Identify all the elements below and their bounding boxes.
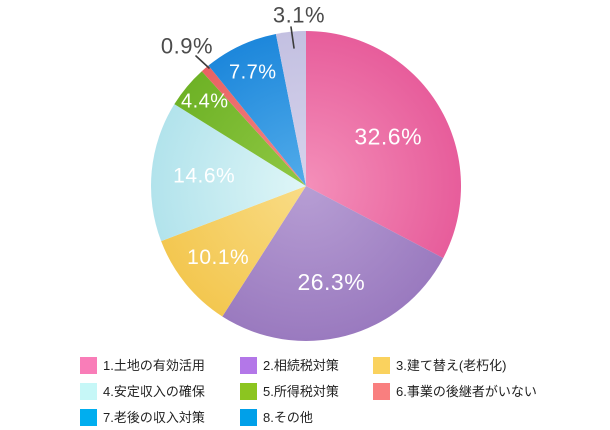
slice-percent-label-1: 32.6% xyxy=(354,123,422,149)
slice-percent-label-8: 3.1% xyxy=(273,3,325,28)
leader-line-6 xyxy=(195,55,210,69)
pie-slices xyxy=(150,31,461,342)
pie-slice-7 xyxy=(208,33,306,187)
slice-percent-label-3: 10.1% xyxy=(187,246,249,269)
slice-percent-label-6: 0.9% xyxy=(161,34,213,59)
leader-lines xyxy=(195,26,295,69)
percent-labels: 32.6% 26.3% 10.1% 14.6% 4.4% 0.9% 7.7% 3.1% xyxy=(161,3,422,295)
slice-percent-label-2: 26.3% xyxy=(297,269,365,295)
pie-slice-3 xyxy=(161,186,306,317)
slice-percent-label-4: 14.6% xyxy=(173,165,235,188)
pie-slice-5 xyxy=(174,71,306,186)
pie-slice-8 xyxy=(275,31,306,186)
leader-line-8 xyxy=(290,26,295,49)
slice-percent-label-7: 7.7% xyxy=(229,61,277,83)
pie-slice-4 xyxy=(150,104,306,242)
slice-percent-label-5: 4.4% xyxy=(181,91,229,113)
pie-slice-6 xyxy=(201,65,306,186)
pie-slice-2 xyxy=(222,186,444,342)
pie-slice-1 xyxy=(306,31,461,259)
